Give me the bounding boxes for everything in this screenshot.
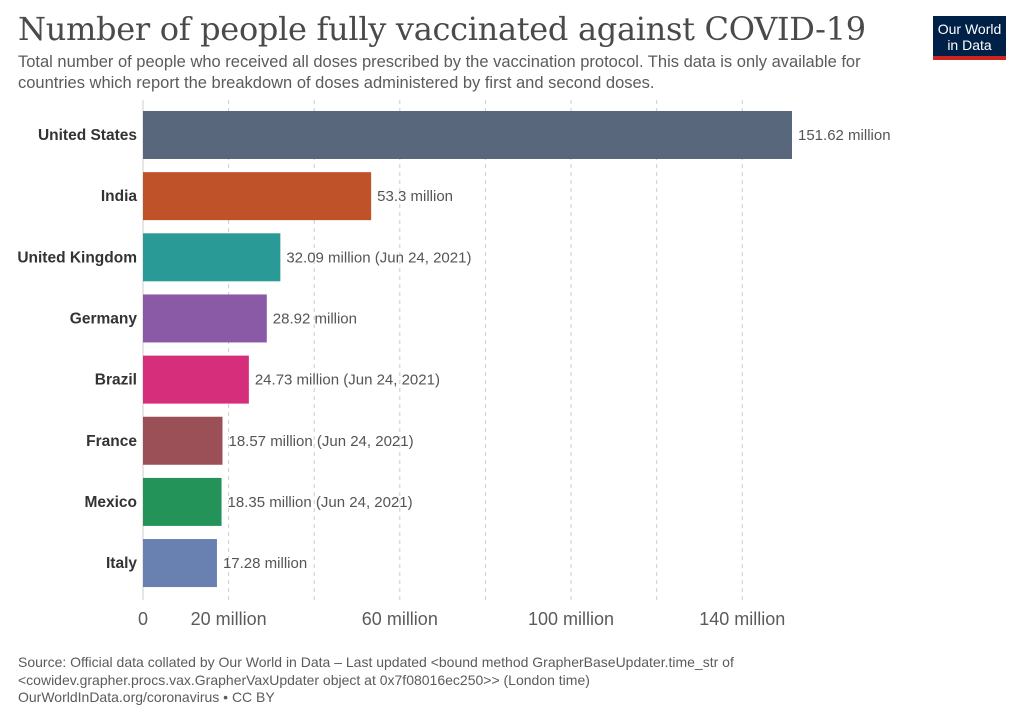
value-label: 28.92 million	[273, 310, 357, 327]
bar[interactable]	[143, 172, 372, 221]
category-label: Germany	[70, 310, 138, 327]
source-note-continued: <cowidev.grapher.procs.vax.GrapherVaxUpd…	[18, 671, 590, 688]
source-note: Source: Official data collated by Our Wo…	[18, 654, 734, 670]
credit-link[interactable]: OurWorldInData.org/coronavirus • CC BY	[18, 689, 275, 705]
x-tick-label: 0	[138, 609, 148, 629]
chart-footer: Source: Official data collated by Our Wo…	[18, 654, 1008, 707]
bar[interactable]	[143, 539, 217, 588]
logo-line-2: in Data	[947, 37, 992, 53]
value-label: 18.35 million (Jun 24, 2021)	[228, 494, 413, 511]
value-label: 24.73 million (Jun 24, 2021)	[255, 372, 440, 389]
value-label: 53.3 million	[377, 188, 453, 205]
bar[interactable]	[143, 416, 223, 465]
bar[interactable]	[143, 477, 222, 526]
chart-subtitle: Total number of people who received all …	[18, 53, 861, 92]
bar-chart: United States 151.62 million India 53.3 mil…	[17, 100, 891, 629]
category-label: France	[86, 433, 137, 450]
bar[interactable]	[143, 294, 267, 343]
category-label: United States	[38, 127, 137, 144]
category-label: Mexico	[84, 494, 137, 511]
category-label: Brazil	[95, 372, 137, 389]
bar[interactable]	[143, 111, 792, 159]
category-label: India	[101, 188, 138, 205]
bar[interactable]	[143, 355, 249, 404]
bar[interactable]	[143, 233, 281, 282]
category-label: United Kingdom	[17, 249, 137, 266]
x-tick-label: 100 million	[528, 609, 614, 629]
logo-line-1: Our World	[937, 21, 1002, 37]
value-label: 18.57 million (Jun 24, 2021)	[228, 433, 413, 450]
x-tick-label: 20 million	[191, 609, 267, 629]
value-label: 32.09 million (Jun 24, 2021)	[286, 249, 471, 266]
category-label: Italy	[106, 555, 137, 572]
chart-title: Number of people fully vaccinated agains…	[18, 10, 866, 48]
x-tick-label: 60 million	[362, 609, 438, 629]
owid-logo[interactable]: Our World in Data	[933, 16, 1006, 60]
value-label: 151.62 million	[798, 127, 891, 144]
x-tick-label: 140 million	[699, 609, 785, 629]
value-label: 17.28 million	[223, 555, 307, 572]
